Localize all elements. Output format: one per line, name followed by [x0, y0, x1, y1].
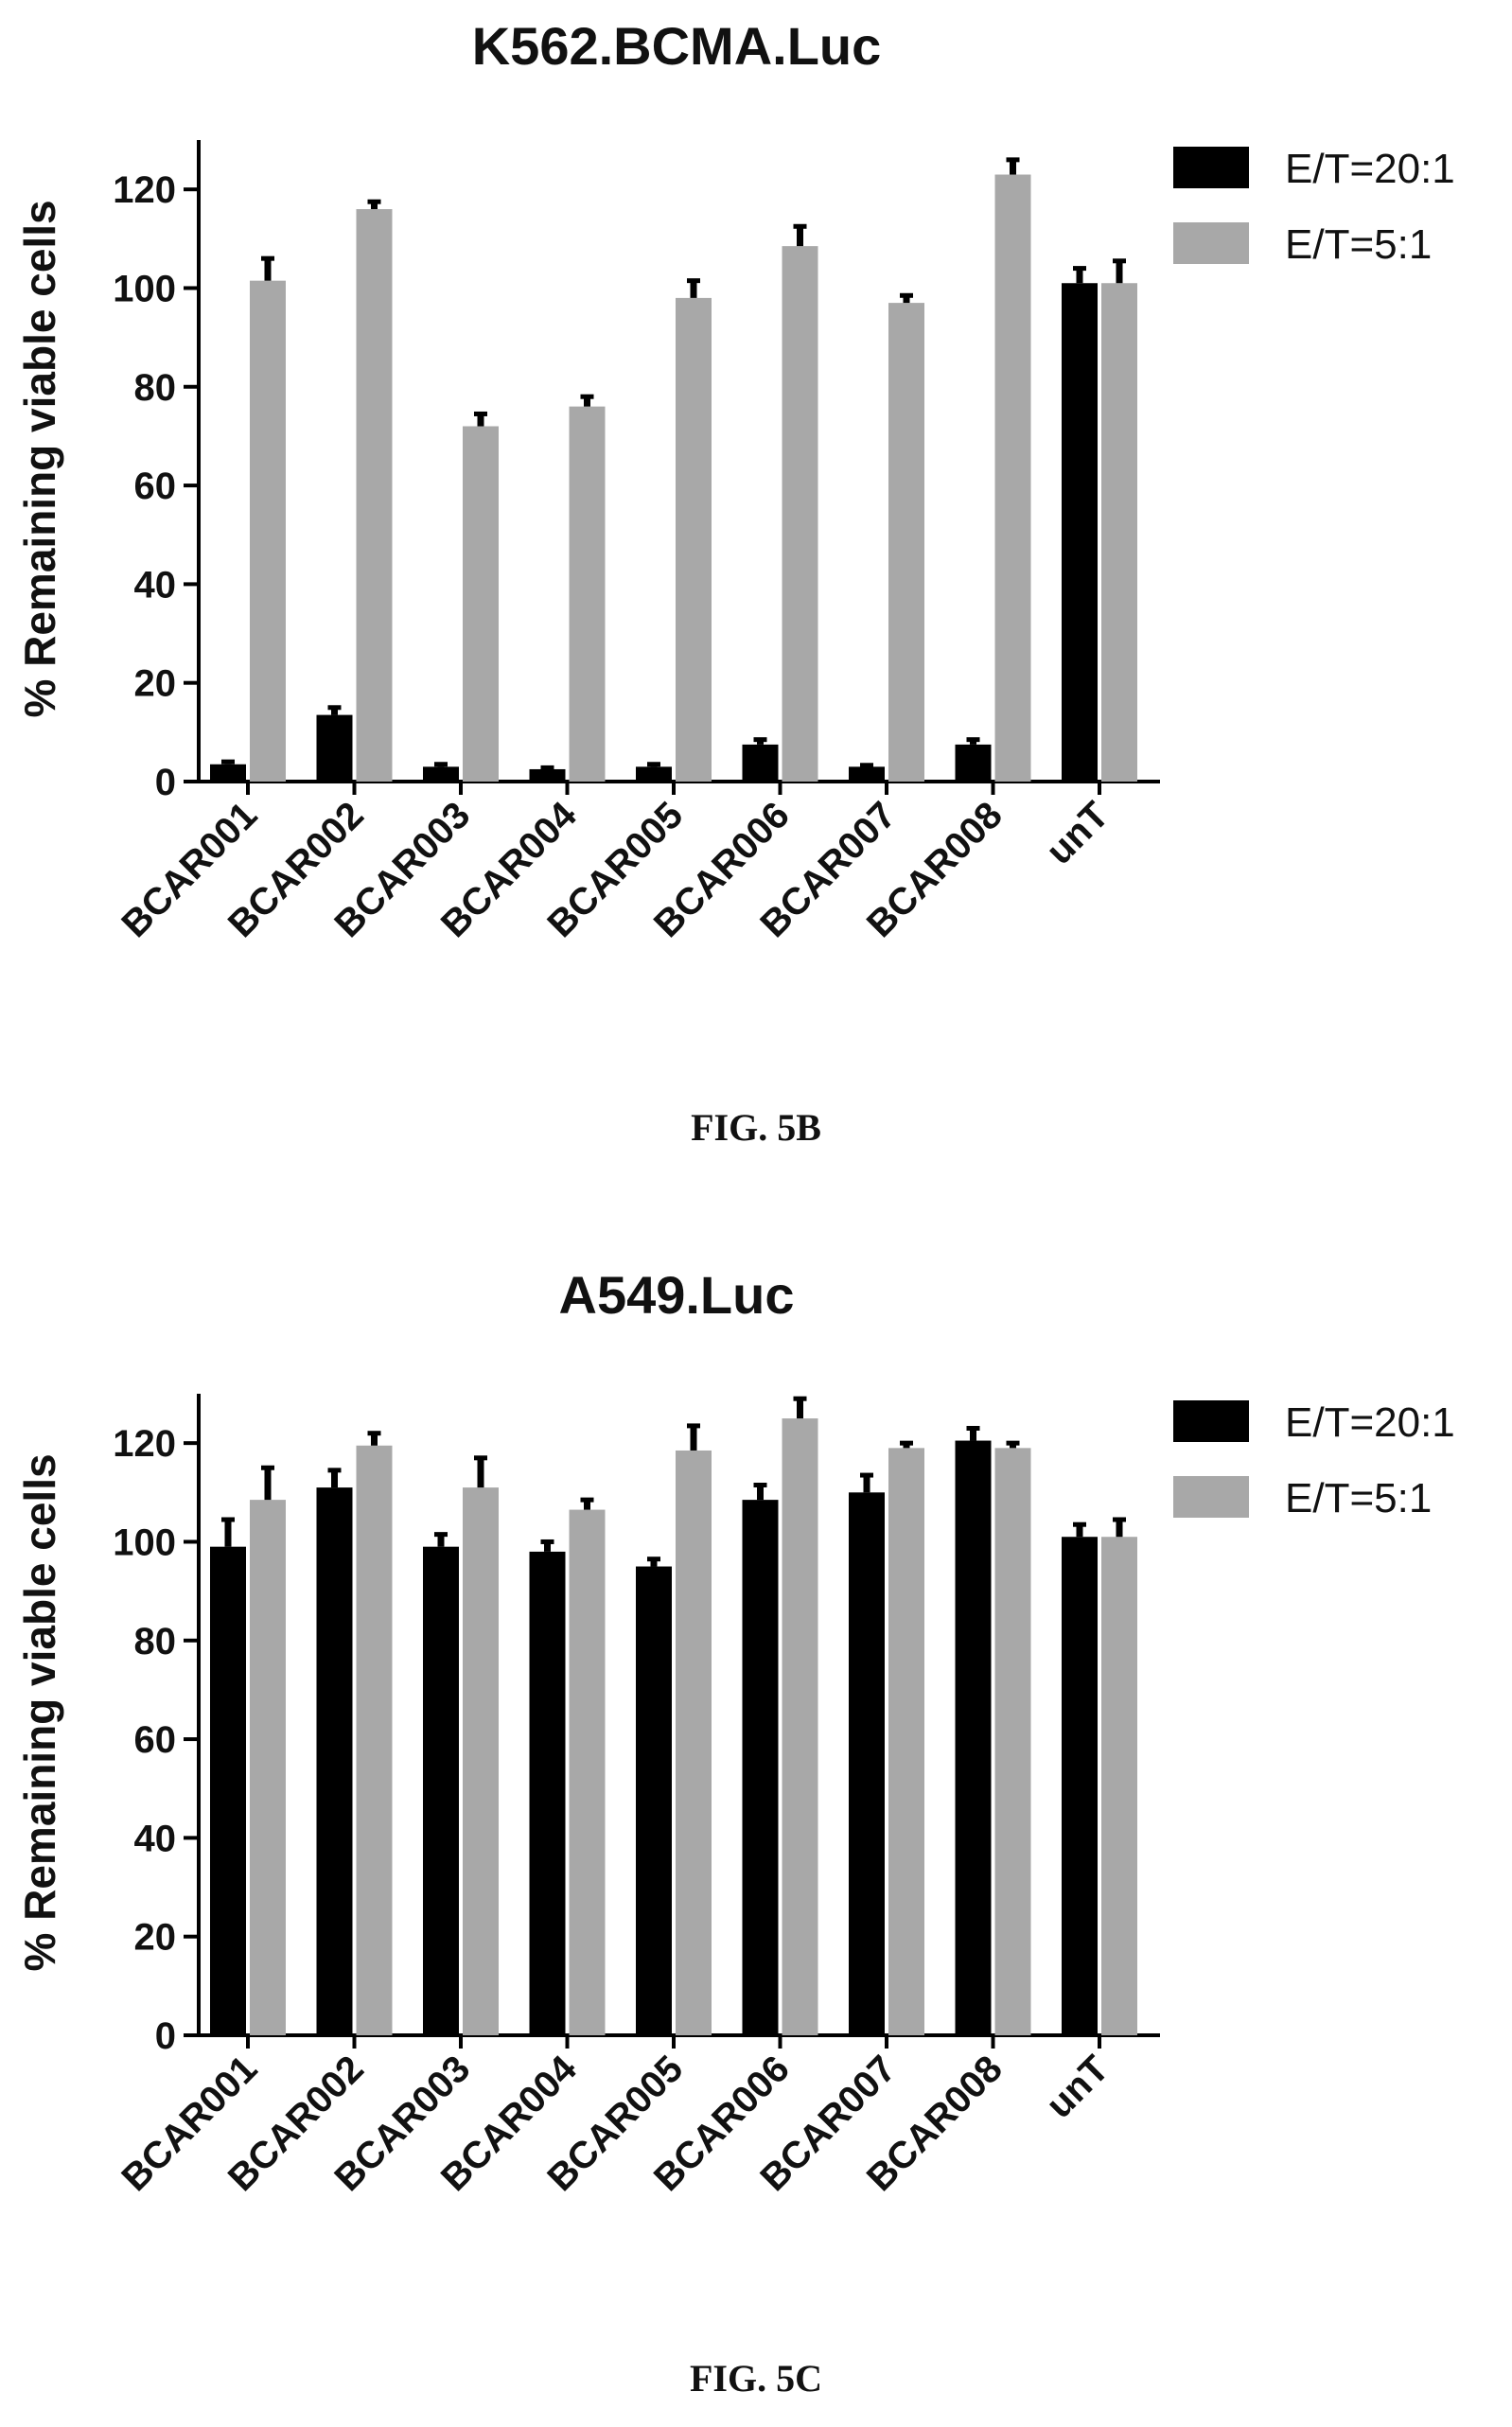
y-tick-label: 20: [134, 663, 177, 705]
legend: E/T=20:1 E/T=5:1: [1173, 1399, 1455, 1521]
x-tick-label: unT: [1038, 794, 1116, 872]
bar: [463, 426, 499, 782]
bar: [1062, 283, 1098, 782]
bar: [316, 1487, 353, 2035]
bar: [423, 1546, 459, 2035]
bar: [569, 406, 606, 782]
chart-a549-luc: A549.Luc % Remaining viable cells 0 20 40 6…: [15, 1265, 1455, 2199]
bar: [849, 1492, 885, 2035]
y-tick-label: 60: [134, 466, 177, 507]
y-tick-label: 60: [134, 1719, 177, 1761]
bar: [569, 1509, 606, 2035]
legend-label: E/T=20:1: [1285, 146, 1455, 192]
y-tick-label: 40: [134, 1818, 177, 1859]
x-tick-label: unT: [1038, 2048, 1116, 2126]
bar: [955, 1440, 992, 2035]
legend: E/T=20:1 E/T=5:1: [1173, 146, 1455, 268]
bar: [742, 1500, 779, 2035]
bar: [210, 764, 246, 782]
figure-caption: FIG. 5B: [691, 1106, 821, 1149]
bar: [423, 766, 459, 782]
bar: [782, 246, 818, 783]
bar: [994, 174, 1031, 782]
y-tick-label: 120: [113, 1423, 176, 1465]
bar: [1101, 1537, 1137, 2035]
chart-title: K562.BCMA.Luc: [472, 16, 882, 76]
bar: [888, 1448, 924, 2035]
legend-swatch: [1173, 1400, 1249, 1442]
y-tick-label: 120: [113, 169, 176, 211]
bar: [676, 1450, 712, 2035]
bar: [250, 1500, 286, 2035]
y-tick-label: 100: [113, 268, 176, 309]
plot-area: 020406080100120BCAR001BCAR002BCAR003BCAR…: [113, 140, 1160, 945]
y-tick-label: 0: [155, 2015, 176, 2057]
bar: [849, 766, 885, 782]
bar: [994, 1448, 1031, 2035]
chart-title: A549.Luc: [559, 1265, 795, 1325]
y-tick-label: 20: [134, 1917, 177, 1959]
bar: [888, 303, 924, 782]
bar: [529, 768, 566, 782]
bar: [210, 1546, 246, 2035]
legend-swatch: [1173, 1476, 1249, 1518]
legend-label: E/T=5:1: [1285, 1475, 1432, 1521]
chart-k562-bcma-luc: K562.BCMA.Luc % Remaining viable cells 0…: [15, 16, 1455, 945]
y-axis-label: % Remaining viable cells: [15, 1453, 64, 1971]
y-tick-label: 100: [113, 1521, 176, 1563]
bar: [742, 744, 779, 782]
bar: [250, 280, 286, 783]
y-tick-label: 80: [134, 1621, 177, 1662]
bar: [316, 714, 353, 782]
y-tick-label: 0: [155, 762, 176, 803]
bar: [955, 744, 992, 782]
legend-swatch: [1173, 147, 1249, 188]
bar: [636, 766, 672, 782]
bar: [782, 1418, 818, 2035]
bar: [1101, 283, 1137, 782]
y-axis-label: % Remaining viable cells: [15, 200, 64, 717]
bar: [463, 1487, 499, 2035]
bar: [1062, 1537, 1098, 2035]
y-tick-label: 80: [134, 367, 177, 409]
bar: [529, 1551, 566, 2035]
bar: [676, 297, 712, 782]
legend-label: E/T=5:1: [1285, 221, 1432, 268]
legend-swatch: [1173, 222, 1249, 264]
bar: [356, 1445, 393, 2035]
bar: [636, 1566, 672, 2035]
figure-caption: FIG. 5C: [690, 2357, 822, 2400]
y-tick-label: 40: [134, 564, 177, 606]
legend-label: E/T=20:1: [1285, 1399, 1455, 1446]
plot-area: 020406080100120BCAR001BCAR002BCAR003BCAR…: [113, 1394, 1160, 2199]
bar: [356, 209, 393, 782]
